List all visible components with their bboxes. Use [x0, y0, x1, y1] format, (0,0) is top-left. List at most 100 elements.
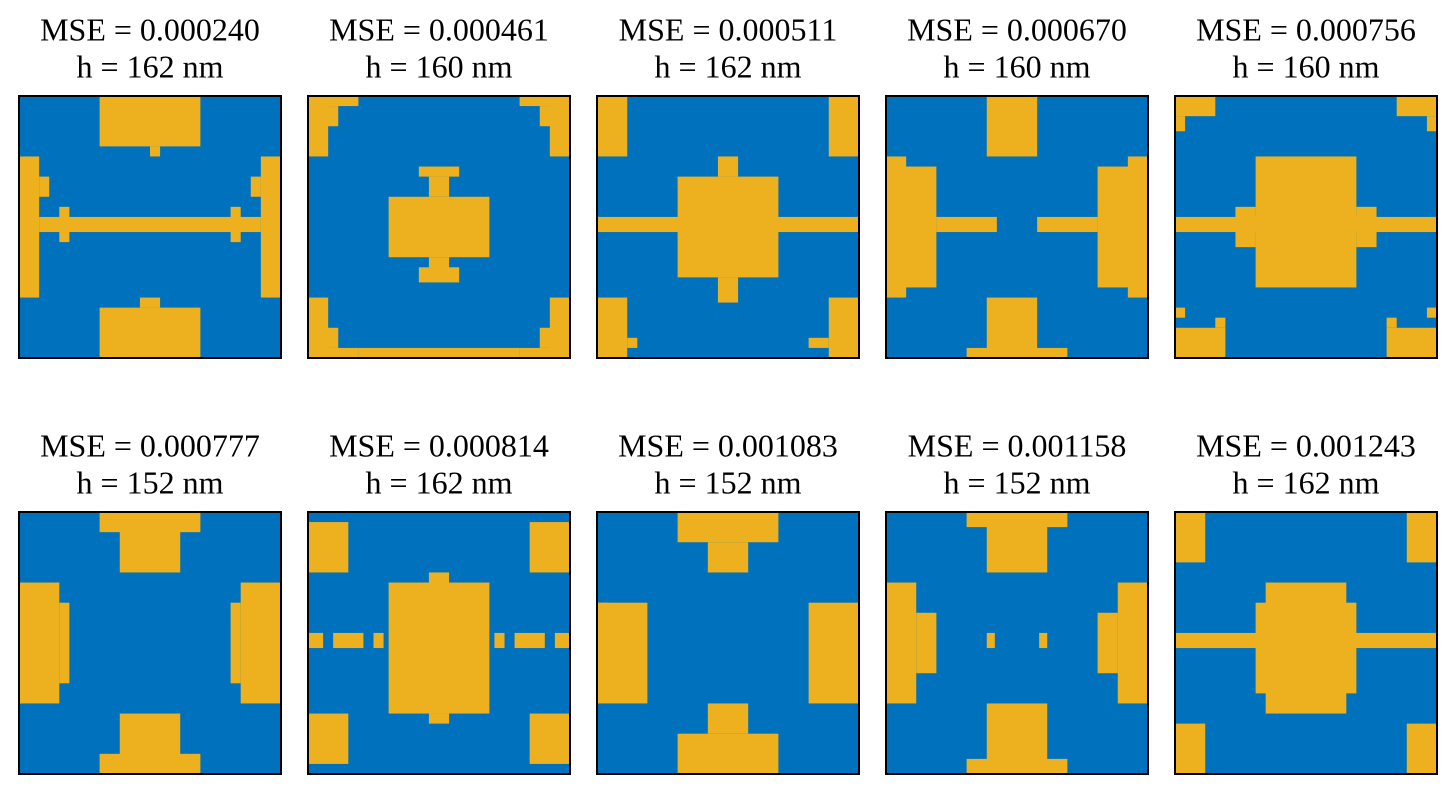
pattern-block — [966, 347, 1068, 358]
pattern-block — [966, 512, 1068, 528]
pattern-block — [597, 602, 608, 611]
pattern-block — [260, 156, 281, 298]
panel-frame — [596, 511, 860, 775]
pattern-block — [308, 713, 349, 764]
panel-frame — [307, 95, 571, 359]
pattern-block — [240, 582, 281, 704]
panel-frame — [307, 511, 571, 775]
pattern-block — [916, 612, 937, 674]
mse-label: MSE = 0.000461 — [329, 11, 549, 47]
pattern-block — [717, 277, 739, 303]
mse-label: MSE = 0.001158 — [908, 427, 1127, 463]
pattern-block — [1386, 317, 1397, 328]
pattern-block — [597, 216, 859, 233]
pattern-block — [99, 753, 201, 774]
pattern-block — [418, 166, 460, 177]
mse-label: MSE = 0.000756 — [1196, 11, 1416, 47]
height-label: h = 162 nm — [366, 464, 513, 500]
pattern-block — [1117, 582, 1148, 704]
pattern-block — [986, 632, 995, 649]
pattern-block — [1175, 512, 1206, 563]
pattern-block — [308, 347, 359, 358]
pattern-block — [1396, 96, 1437, 117]
mse-label: MSE = 0.000511 — [619, 11, 838, 47]
pattern-block — [808, 602, 859, 704]
pattern-block — [1175, 116, 1186, 132]
pattern-block — [986, 96, 1038, 157]
mse-label: MSE = 0.001243 — [1196, 427, 1416, 463]
pattern-block — [308, 96, 329, 157]
pattern-block — [99, 96, 201, 147]
pattern-block — [418, 267, 460, 283]
height-label: h = 152 nm — [655, 464, 802, 500]
panel-frame — [1174, 95, 1438, 359]
pattern-block — [358, 347, 520, 358]
pattern-block — [1097, 612, 1118, 674]
pattern-block — [39, 176, 50, 197]
pattern-block — [428, 713, 450, 724]
pattern-block — [388, 196, 490, 258]
pattern-block — [1426, 307, 1437, 318]
pattern-block — [150, 146, 161, 157]
pattern-block — [539, 106, 570, 127]
pattern-block — [1406, 512, 1437, 563]
pattern-block — [308, 327, 339, 348]
pattern-block — [936, 216, 997, 233]
pattern-block — [549, 96, 570, 157]
pattern-block — [554, 632, 570, 649]
pattern-block — [59, 206, 70, 243]
pattern-block — [514, 632, 545, 649]
pattern-block — [1426, 116, 1437, 132]
mse-label: MSE = 0.000670 — [907, 11, 1127, 47]
pattern-block — [519, 96, 570, 107]
pattern-block — [1039, 632, 1048, 649]
panel-frame — [18, 95, 282, 359]
pattern-block — [99, 307, 201, 358]
pattern-block — [1175, 632, 1437, 649]
height-label: h = 162 nm — [655, 48, 802, 84]
pattern-block — [808, 337, 829, 348]
pattern-block — [828, 297, 859, 358]
pattern-block — [1037, 216, 1098, 233]
panel-frame — [885, 95, 1149, 359]
mse-label: MSE = 0.000814 — [329, 427, 549, 463]
pattern-block — [597, 96, 628, 157]
pattern-block — [388, 582, 490, 714]
mse-label: MSE = 0.000240 — [40, 11, 260, 47]
pattern-block — [677, 512, 779, 543]
pattern-block — [828, 96, 859, 157]
height-label: h = 162 nm — [1233, 464, 1380, 500]
pattern-block — [597, 297, 628, 358]
pattern-block — [1127, 156, 1148, 298]
height-label: h = 160 nm — [944, 48, 1091, 84]
pattern-block — [19, 156, 40, 298]
pattern-block — [308, 522, 349, 573]
pattern-block — [1175, 216, 1437, 233]
pattern-block — [230, 602, 241, 684]
pattern-block — [308, 96, 359, 107]
pattern-block — [1175, 327, 1226, 358]
pattern-block — [539, 327, 570, 348]
mse-label: MSE = 0.001083 — [618, 427, 838, 463]
pattern-block — [529, 713, 570, 764]
pattern-block — [717, 156, 739, 177]
pattern-block — [373, 632, 384, 649]
pattern-block — [886, 582, 917, 704]
pattern-block — [1175, 96, 1216, 117]
pattern-block — [250, 176, 261, 197]
pattern-block — [99, 512, 201, 533]
pattern-block — [1175, 307, 1186, 318]
pattern-block — [519, 347, 570, 358]
height-label: h = 152 nm — [77, 464, 224, 500]
pattern-block — [428, 176, 450, 197]
pattern-block — [886, 156, 907, 298]
